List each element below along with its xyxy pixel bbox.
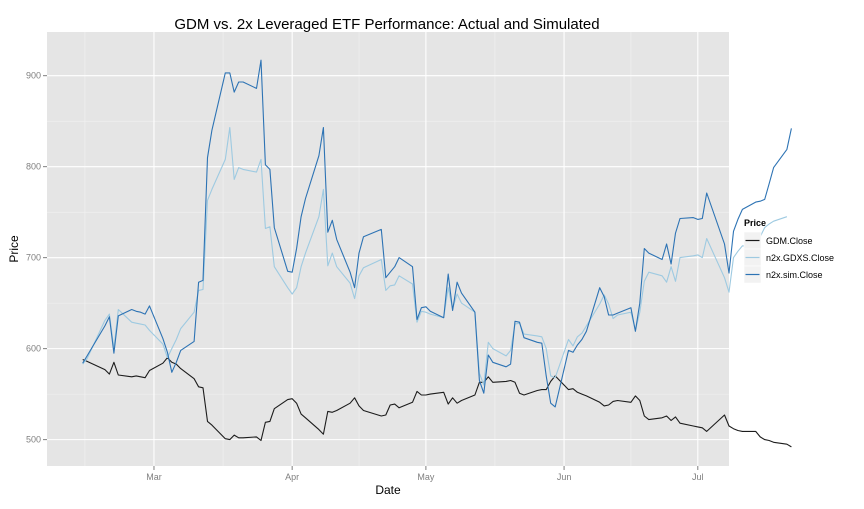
legend-title: Price — [744, 218, 766, 228]
y-tick-label: 700 — [26, 253, 41, 263]
minor-gridlines — [47, 32, 729, 466]
x-tick-label: Apr — [285, 472, 299, 482]
legend-label: n2x.GDXS.Close — [766, 253, 834, 263]
x-tick-label: Jul — [692, 472, 704, 482]
series-layer — [82, 59, 792, 448]
y-tick-label: 900 — [26, 71, 41, 81]
series-line-gdm-close — [82, 357, 792, 448]
y-axis: 500 600 700 800 900 — [26, 71, 47, 445]
plot-panel — [47, 32, 729, 466]
series-line-n2x-sim-close — [82, 59, 792, 408]
x-axis-label: Date — [375, 483, 401, 497]
legend-label: n2x.sim.Close — [766, 270, 823, 280]
x-tick-label: May — [417, 472, 435, 482]
y-axis-label: Price — [7, 235, 21, 263]
y-tick-label: 800 — [26, 162, 41, 172]
x-tick-label: Mar — [146, 472, 162, 482]
legend-label: GDM.Close — [766, 236, 813, 246]
x-axis: Mar Apr May Jun Jul — [146, 466, 704, 482]
chart-title: GDM vs. 2x Leveraged ETF Performance: Ac… — [174, 16, 599, 33]
x-tick-label: Jun — [557, 472, 572, 482]
y-tick-label: 600 — [26, 344, 41, 354]
major-gridlines — [47, 32, 729, 466]
y-tick-label: 500 — [26, 435, 41, 445]
